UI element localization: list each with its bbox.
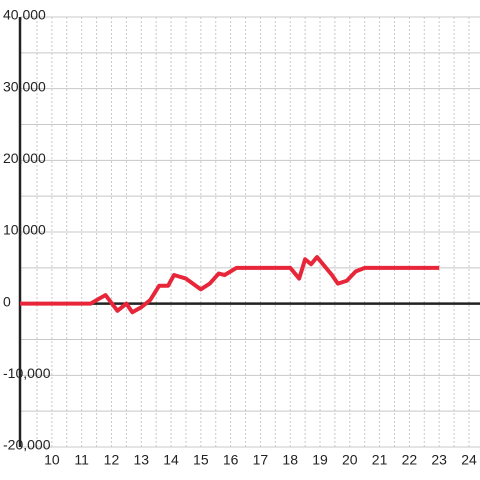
y-tick-label: 30,000 [3,78,46,94]
x-tick-label: 15 [193,452,209,468]
y-tick-label: -10,000 [3,365,51,381]
y-tick-label: -20,000 [3,437,51,453]
x-tick-label: 12 [104,452,120,468]
x-tick-label: 23 [431,452,447,468]
x-tick-label: 16 [223,452,239,468]
x-tick-label: 18 [282,452,298,468]
x-tick-label: 10 [44,452,60,468]
y-tick-label: 40,000 [3,7,46,23]
x-tick-label: 19 [312,452,328,468]
y-tick-label: 20,000 [3,150,46,166]
x-tick-label: 11 [74,452,89,468]
x-tick-label: 14 [163,452,179,468]
x-tick-label: 17 [253,452,269,468]
data-line [20,255,440,315]
x-tick-label: 24 [461,452,477,468]
x-tick-label: 22 [402,452,418,468]
x-tick-label: 21 [372,452,388,468]
y-tick-label: 10,000 [3,222,46,238]
x-tick-label: 13 [133,452,149,468]
y-tick-label: 0 [3,293,11,309]
x-tick-label: 20 [342,452,358,468]
